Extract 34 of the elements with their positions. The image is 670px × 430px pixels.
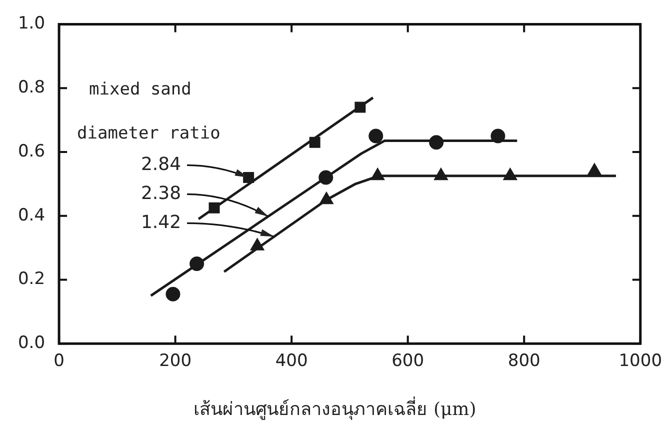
point [309, 136, 320, 148]
annotation: 2.84 [140, 154, 182, 175]
annotation: 2.38 [140, 182, 182, 204]
point [371, 168, 384, 180]
y-tick-label: 0.6 [18, 141, 46, 162]
annotation: mixed sand [89, 80, 192, 100]
x-tick-label: 400 [275, 351, 308, 372]
y-tick-label: 0.4 [18, 205, 46, 226]
y-tick-label: 0.2 [18, 269, 46, 290]
x-tick-label: 800 [508, 351, 540, 372]
point [250, 238, 264, 250]
point [490, 128, 506, 144]
point [166, 286, 180, 302]
point [354, 102, 366, 113]
point [588, 164, 601, 176]
point [208, 202, 220, 214]
point [434, 168, 448, 180]
point [320, 192, 333, 204]
x-tick-label: 1000 [618, 351, 662, 372]
point [318, 170, 334, 185]
x-tick-label: 200 [159, 351, 192, 372]
point [243, 172, 254, 184]
annotation: 1.42 [140, 212, 182, 233]
x-tick-label: 600 [392, 351, 424, 372]
annotation: diameter ratio [77, 124, 220, 144]
y-tick-label: 1.0 [18, 14, 46, 34]
y-tick-label: 0.8 [18, 78, 46, 98]
y-tick-label: 0.0 [18, 333, 46, 354]
x-axis-title: เส้นผ่านศูนย์กลางอนุภาคเฉลี่ย (μm) [192, 396, 478, 422]
point [368, 128, 384, 144]
point [190, 256, 204, 271]
x-tick-label: 0 [54, 351, 64, 372]
point [504, 168, 517, 180]
point [429, 135, 444, 150]
